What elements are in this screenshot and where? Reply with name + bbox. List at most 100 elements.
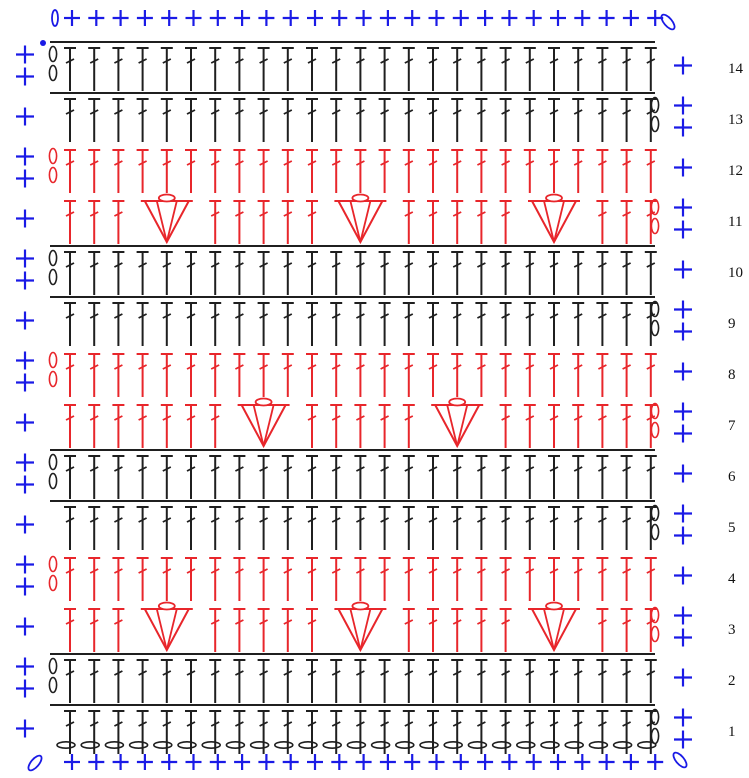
double-crochet-icon (523, 98, 536, 142)
half-double-crochet-icon (136, 404, 149, 448)
turning-chain-icon (48, 370, 58, 388)
half-double-crochet-icon (354, 353, 367, 397)
half-double-crochet-icon (548, 149, 560, 193)
turning-chain-icon (48, 268, 58, 286)
chain-icon (157, 601, 176, 611)
chain-icon (351, 601, 370, 611)
plus-icon (674, 118, 692, 137)
half-double-crochet-icon (306, 149, 318, 193)
half-double-crochet-icon (451, 557, 464, 601)
double-crochet-icon (136, 302, 149, 346)
double-crochet-icon (354, 47, 367, 91)
plus-icon (674, 464, 692, 483)
plus-icon (550, 10, 566, 26)
double-crochet-icon (209, 251, 222, 295)
double-crochet-icon (548, 302, 560, 346)
double-crochet-icon (88, 47, 101, 91)
double-crochet-icon (112, 251, 125, 295)
plus-icon (88, 10, 105, 26)
half-double-crochet-icon (64, 404, 76, 448)
double-crochet-icon (402, 659, 415, 703)
pattern-row (48, 351, 657, 397)
double-crochet-icon (330, 506, 343, 550)
plus-icon (452, 10, 469, 26)
plus-icon (674, 158, 692, 177)
turning-chain-icon (650, 421, 660, 439)
chain-icon (448, 397, 467, 407)
double-crochet-icon (475, 506, 488, 550)
double-crochet-icon (427, 710, 439, 754)
slip-stitch-dot-icon (40, 40, 46, 46)
double-crochet-icon (572, 302, 585, 346)
double-crochet-icon (330, 659, 343, 703)
half-double-crochet-icon (64, 200, 76, 244)
plus-icon (307, 10, 323, 26)
double-crochet-icon (330, 710, 343, 754)
half-double-crochet-icon (572, 404, 585, 448)
half-double-crochet-icon (644, 404, 657, 448)
double-crochet-icon (209, 506, 222, 550)
plus-icon (674, 198, 692, 217)
half-double-crochet-icon (475, 200, 488, 244)
double-crochet-icon (306, 710, 318, 754)
half-double-crochet-icon (209, 557, 222, 601)
double-crochet-icon (354, 506, 367, 550)
plus-icon (379, 754, 396, 770)
half-double-crochet-icon (330, 149, 343, 193)
half-double-crochet-icon (354, 557, 367, 601)
half-double-crochet-icon (427, 557, 439, 601)
half-double-crochet-icon (281, 353, 294, 397)
double-crochet-icon (402, 302, 415, 346)
plus-icon (16, 373, 34, 392)
half-double-crochet-icon (378, 353, 391, 397)
half-double-crochet-icon (475, 149, 488, 193)
half-double-crochet-icon (64, 353, 76, 397)
double-crochet-icon (281, 47, 294, 91)
half-double-crochet-icon (548, 557, 560, 601)
plus-icon (477, 10, 494, 26)
double-crochet-icon (354, 710, 367, 754)
half-double-crochet-icon (281, 608, 294, 652)
double-crochet-icon (523, 47, 536, 91)
pattern-row (64, 601, 660, 653)
foundation-chain-icon (249, 740, 270, 749)
row-number-label: 2 (728, 673, 736, 689)
double-crochet-icon (64, 506, 76, 550)
turning-chain-icon (48, 453, 58, 471)
foundation-chain-icon (201, 740, 221, 749)
double-crochet-icon (112, 659, 125, 703)
double-crochet-icon (644, 659, 657, 703)
foundation-chain-icon (153, 740, 173, 749)
half-double-crochet-icon (620, 200, 633, 244)
double-crochet-icon (402, 710, 415, 754)
double-crochet-icon (378, 98, 391, 142)
half-double-crochet-icon (523, 557, 536, 601)
chain-icon (351, 193, 370, 203)
pattern-rows (48, 41, 660, 754)
double-crochet-icon (88, 98, 101, 142)
double-crochet-icon (596, 659, 609, 703)
plus-icon (234, 10, 251, 26)
double-crochet-icon (209, 47, 222, 91)
half-double-crochet-icon (644, 557, 657, 601)
double-crochet-icon (596, 455, 609, 499)
turning-chain-icon (48, 45, 58, 63)
plus-icon (598, 10, 615, 26)
plus-icon (674, 566, 692, 585)
row-number-label: 10 (728, 265, 743, 281)
double-crochet-icon (233, 455, 246, 499)
double-crochet-icon (596, 506, 609, 550)
double-crochet-icon (354, 251, 367, 295)
double-crochet-icon (572, 506, 585, 550)
row-number-label: 11 (728, 214, 742, 230)
double-crochet-icon (257, 251, 270, 295)
double-crochet-icon (499, 47, 512, 91)
double-crochet-icon (427, 98, 439, 142)
v-shell-icon (528, 601, 580, 653)
half-double-crochet-icon (160, 149, 173, 193)
double-crochet-icon (136, 659, 149, 703)
double-crochet-icon (548, 659, 560, 703)
foundation-chain-icon (370, 740, 391, 749)
double-crochet-icon (306, 98, 318, 142)
